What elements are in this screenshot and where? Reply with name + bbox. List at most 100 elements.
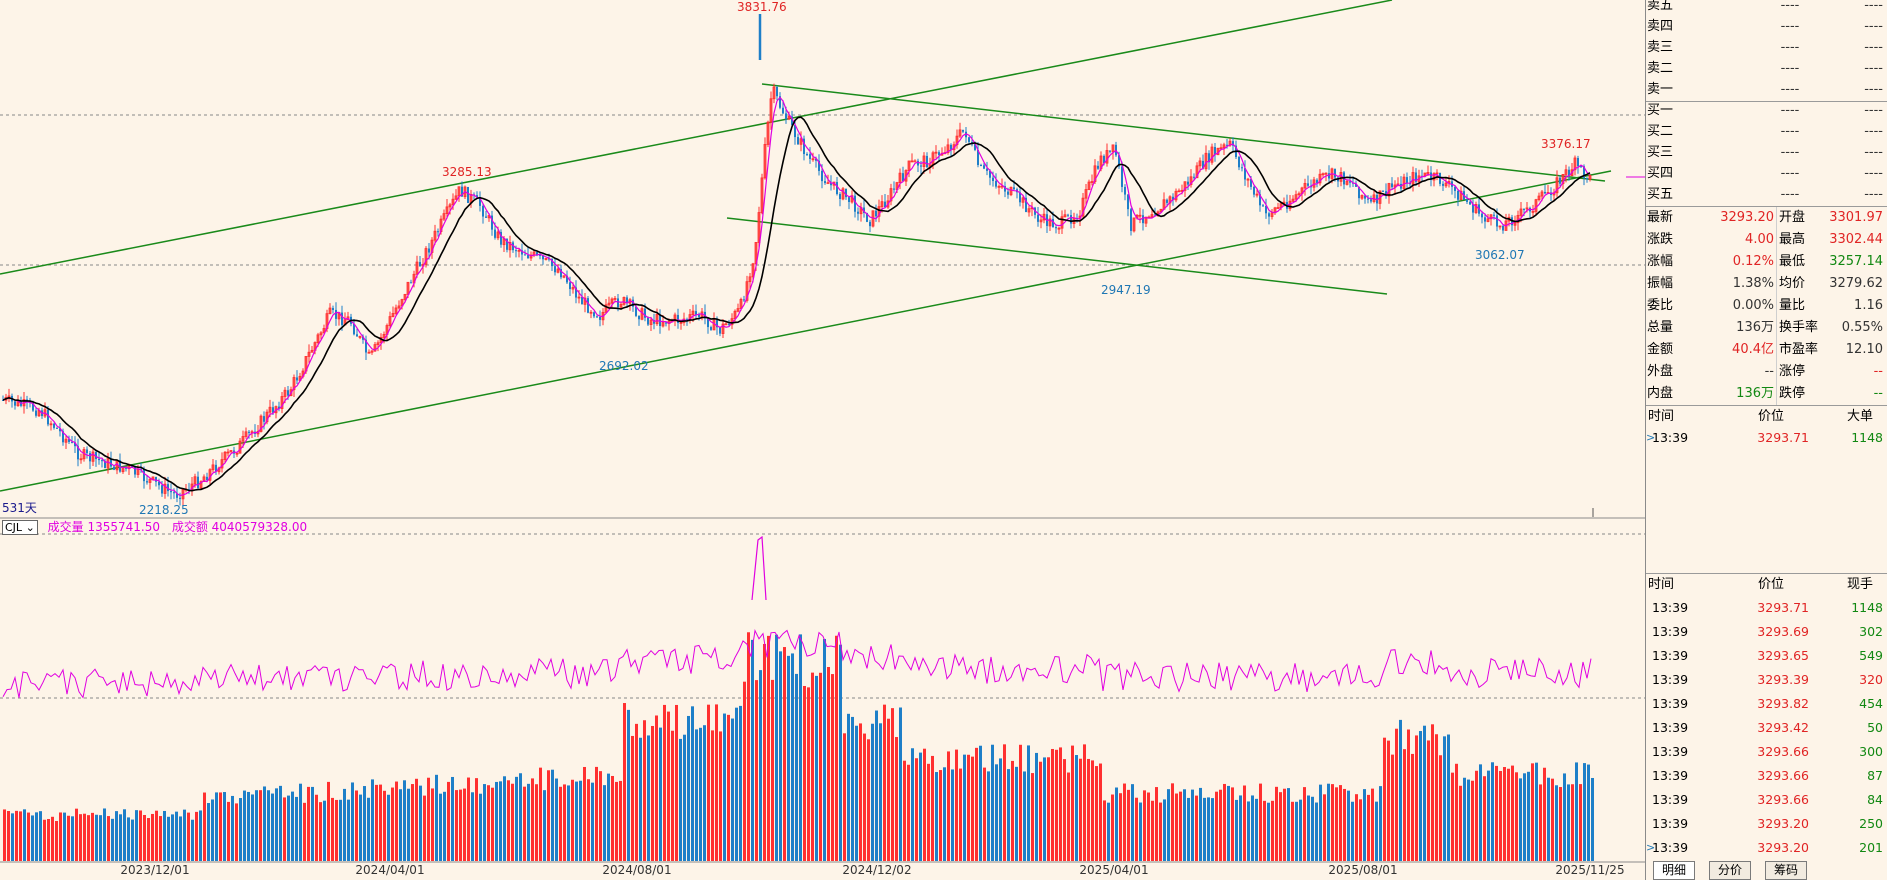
tick-row[interactable]: 13:39 3293.66 87 [1646,764,1887,788]
volume-bar [211,799,214,861]
bid-label: 买四 [1647,166,1674,181]
volume-bar [915,758,918,861]
candle-body [824,181,826,184]
volume-bar [883,704,886,861]
tick-row[interactable]: 13:39 3293.65 549 [1646,644,1887,668]
tab-price-distribution[interactable]: 分价 [1709,861,1752,880]
volume-bar [1403,749,1406,861]
ask-row-3: 卖三 ---- ---- [1646,38,1887,58]
volume-bar [367,797,370,861]
volume-bar [139,810,142,861]
volume-bar [1395,728,1398,861]
volume-bar [427,777,430,861]
candle-body [173,492,175,494]
bid-label: 买三 [1647,145,1674,160]
candle-body [910,160,914,163]
volume-bar [1007,769,1010,861]
row-volume: 302 [1859,624,1883,639]
ask-volume: ---- [1864,40,1883,55]
volume-bar [1271,800,1274,861]
volume-bar [1539,784,1542,861]
volume-bar [691,706,694,861]
bid-label: 买二 [1647,124,1674,139]
candle-body [419,262,421,267]
candle-body [259,415,263,432]
candle-body [974,144,976,150]
tick-row[interactable]: 13:39 3293.20 250 [1646,812,1887,836]
candle-body [1457,190,1459,200]
candle-body [527,255,529,259]
volume-bar [247,791,250,861]
indicator-selector[interactable]: CJL ⌄ [2,520,38,535]
candle-body [848,197,850,202]
volume-bar [983,767,986,861]
tick-row[interactable]: 13:39 3293.42 50 [1646,716,1887,740]
volume-bar [1251,795,1254,861]
bigorder-header: 时间 价位 大单 [1646,406,1887,428]
stat-value: -- [1764,364,1774,379]
candle-body [613,298,617,300]
volume-bar [543,790,546,861]
volume-bar [1303,787,1306,861]
ask-label: 卖四 [1647,19,1674,34]
tick-row[interactable]: 13:39 3293.66 300 [1646,740,1887,764]
volume-bar [1263,800,1266,861]
candle-body [485,216,487,218]
tick-row[interactable]: 13:39 3293.82 454 [1646,692,1887,716]
volume-bar [1363,789,1366,861]
tick-row[interactable]: 13:39 3293.66 84 [1646,788,1887,812]
candle-body [1241,167,1243,169]
volume-bar [1031,773,1034,861]
ma-short-line [2,96,1591,497]
volume-bar [1591,777,1594,861]
peak-label-2024-high: 3285.13 [442,165,492,179]
candle-body [1063,214,1067,218]
candle-body [403,294,407,300]
tick-row[interactable]: >13:39 3293.20 201 [1646,836,1887,860]
tick-row[interactable]: 13:39 3293.69 302 [1646,620,1887,644]
stat-value: 3279.62 [1829,276,1883,291]
candle-body [451,198,455,206]
ask-price: ---- [1780,82,1800,97]
volume-bar [559,786,562,861]
volume-bar [443,791,446,861]
bigorder-row[interactable]: >13:39 3293.71 1148 [1646,426,1887,450]
volume-bar [1435,734,1438,861]
volume-bar [75,808,78,861]
volume-bar [359,794,362,861]
volume-bar [619,780,622,861]
candle-body [1496,215,1498,227]
candle-body [307,351,311,357]
volume-bar [467,777,470,861]
candle-body [997,185,1001,188]
volume-bar [1083,744,1086,861]
tick-row[interactable]: 13:39 3293.71 1148 [1646,596,1887,620]
row-price: 3293.66 [1757,744,1809,759]
candle-body [2,400,4,401]
candle-body [1210,146,1214,163]
tab-chips[interactable]: 筹码 [1765,861,1808,880]
candle-body [1489,214,1493,220]
volume-bar [755,680,758,861]
candle-body [388,316,392,326]
kline-chart[interactable] [0,0,1645,880]
row-volume: 250 [1859,816,1883,831]
candle-body [1055,227,1057,229]
candle-body [1525,207,1529,210]
row-time: 13:39 [1652,648,1689,663]
bigorder-divider [1646,405,1887,406]
candle-body [635,306,637,316]
volume-bar [1467,779,1470,861]
candle-body [1166,199,1168,203]
candle-body [74,442,76,447]
trend-line [761,83,1606,182]
volume-bar [811,672,814,861]
volume-bar [1315,802,1318,861]
tick-row[interactable]: 13:39 3293.39 320 [1646,668,1887,692]
candle-body [575,287,577,298]
volume-bar [791,653,794,861]
row-volume: 84 [1867,792,1883,807]
row-price: 3293.69 [1757,624,1809,639]
tab-detail[interactable]: 明细 [1653,861,1696,880]
kline-chart-area[interactable]: 3831.76 3285.13 3376.17 2947.19 3062.07 … [0,0,1645,880]
